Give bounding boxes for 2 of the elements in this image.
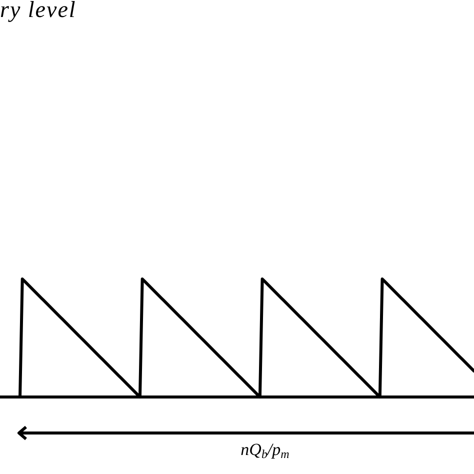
text: nQ$_{b}$/p$_{m}$ (240, 440, 290, 463)
text: ry level (0, 0, 76, 23)
